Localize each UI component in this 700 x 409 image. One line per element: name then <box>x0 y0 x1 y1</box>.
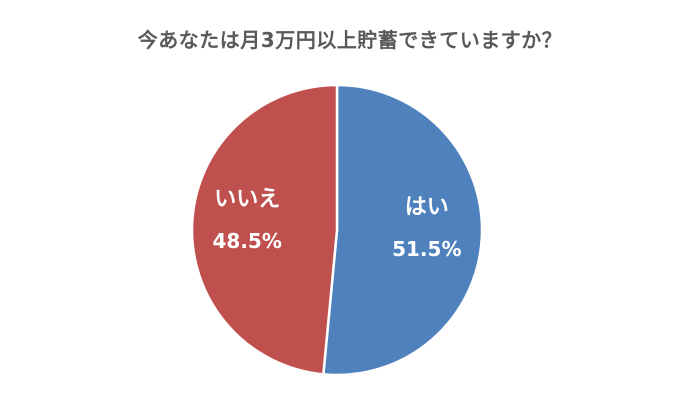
slice-category-label: いいえ <box>214 187 280 212</box>
pie-slice-1 <box>321 83 484 377</box>
chart-title: 今あなたは月3万円以上貯蓄できていますか？ <box>137 28 563 52</box>
pie-labels: はい 51.5% いいえ 48.5% <box>213 187 462 261</box>
slice-value-label: 51.5% <box>392 237 461 261</box>
slice-category-label: はい <box>405 195 449 220</box>
slice-value-label: 48.5% <box>213 229 282 253</box>
pie-slices <box>190 83 484 377</box>
pie-slice-2 <box>190 83 339 376</box>
